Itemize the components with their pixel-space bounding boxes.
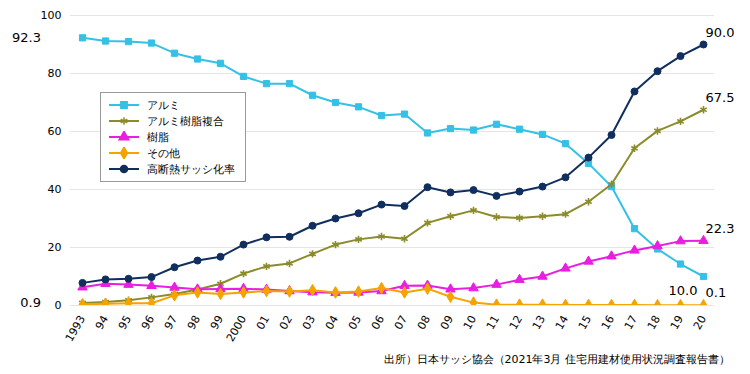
svg-text:0: 0 (55, 299, 62, 312)
html-text:アルミ樹脂複合: アルミ樹脂複合 (147, 114, 224, 128)
svg-text:18: 18 (645, 313, 663, 332)
svg-text:05: 05 (346, 313, 364, 332)
svg-text:13: 13 (530, 313, 548, 332)
svg-text:01: 01 (254, 313, 272, 332)
html-text:樹脂: 樹脂 (147, 130, 169, 144)
svg-text:09: 09 (438, 313, 456, 332)
svg-text:96: 96 (139, 313, 157, 332)
svg-text:2000: 2000 (224, 313, 249, 344)
html-text:アルミ: アルミ (147, 98, 180, 112)
svg-text:94: 94 (93, 313, 111, 332)
html-text:高断熱サッシ化率: 高断熱サッシ化率 (147, 162, 235, 176)
svg-text:92.3: 92.3 (12, 30, 41, 45)
svg-text:14: 14 (553, 313, 571, 332)
svg-text:1993: 1993 (63, 313, 88, 344)
svg-text:12: 12 (507, 313, 525, 332)
svg-text:60: 60 (48, 125, 62, 138)
svg-text:22.3: 22.3 (706, 221, 735, 236)
svg-text:20: 20 (48, 241, 62, 254)
svg-text:03: 03 (300, 313, 318, 332)
svg-text:99: 99 (208, 313, 226, 332)
svg-text:97: 97 (162, 313, 180, 332)
svg-text:19: 19 (668, 313, 686, 332)
svg-text:08: 08 (415, 313, 433, 332)
svg-text:98: 98 (185, 313, 203, 332)
svg-text:06: 06 (369, 313, 387, 332)
svg-text:02: 02 (277, 313, 295, 332)
svg-text:100: 100 (41, 9, 62, 22)
svg-text:10.0: 10.0 (669, 283, 698, 298)
svg-text:80: 80 (48, 67, 62, 80)
svg-text:95: 95 (116, 313, 134, 332)
svg-text:10: 10 (461, 313, 479, 332)
svg-text:16: 16 (599, 313, 617, 332)
svg-text:17: 17 (622, 313, 640, 332)
svg-text:40: 40 (48, 183, 62, 196)
svg-text:15: 15 (576, 313, 594, 332)
svg-text:20: 20 (691, 313, 709, 332)
svg-text:67.5: 67.5 (706, 90, 735, 105)
svg-text:90.0: 90.0 (706, 25, 735, 40)
html-text:その他: その他 (147, 146, 180, 160)
svg-text:04: 04 (323, 313, 341, 332)
svg-text:07: 07 (392, 313, 410, 332)
html-text:出所）日本サッシ協会（2021年3月 住宅用建材使用状況調査: 出所）日本サッシ協会（2021年3月 住宅用建材使用状況調査報告書） (383, 353, 730, 366)
svg-text:0.1: 0.1 (706, 285, 727, 300)
svg-text:11: 11 (484, 313, 502, 332)
svg-text:0.9: 0.9 (20, 295, 41, 310)
